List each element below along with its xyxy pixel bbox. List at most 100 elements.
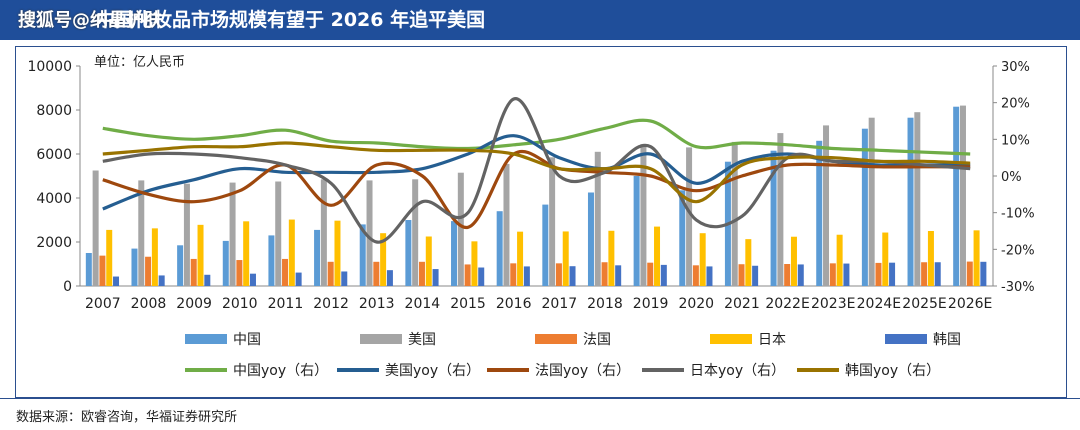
bar-2012-3 xyxy=(334,220,341,286)
bar-2016-2 xyxy=(510,263,517,286)
bar-2020-2 xyxy=(692,265,699,286)
bar-2020-0 xyxy=(679,190,686,286)
bar-2019-2 xyxy=(647,262,654,286)
bar-2009-4 xyxy=(204,274,211,286)
bar-2019-3 xyxy=(654,226,661,286)
bar-2018-1 xyxy=(594,151,601,286)
bar-2007-2 xyxy=(99,255,106,286)
source-note: 数据来源：欧睿咨询，华福证券研究所 xyxy=(16,410,238,425)
bar-2008-1 xyxy=(138,180,145,286)
right-tick-label: 10% xyxy=(1001,133,1030,148)
bar-2011-0 xyxy=(268,235,275,286)
legend-swatch-bar-2 xyxy=(535,334,577,344)
bar-2020-3 xyxy=(699,233,706,286)
bar-2010-3 xyxy=(243,221,250,286)
x-tick-label: 2024E xyxy=(857,296,901,312)
left-tick-label: 2000 xyxy=(36,235,72,251)
bar-2012-2 xyxy=(327,261,334,286)
x-tick-label: 2022E xyxy=(765,296,809,312)
legend-label-line-2: 法国yoy（右） xyxy=(535,363,630,379)
bar-2008-3 xyxy=(151,228,158,286)
legend-label-line-3: 日本yoy（右） xyxy=(690,363,785,379)
watermark: 搜狐号@纳晶护肤 xyxy=(18,10,162,31)
bar-2019-4 xyxy=(660,264,667,286)
bar-2024E-0 xyxy=(861,128,868,286)
bar-2011-4 xyxy=(295,272,302,286)
x-tick-label: 2014 xyxy=(405,296,441,312)
bar-2015-4 xyxy=(478,267,485,286)
right-tick-label: -10% xyxy=(1001,207,1035,222)
bar-2016-3 xyxy=(517,231,524,286)
x-tick-label: 2008 xyxy=(131,296,167,312)
bar-2019-1 xyxy=(640,144,647,286)
bar-2024E-1 xyxy=(868,117,875,286)
bar-2009-0 xyxy=(177,245,184,286)
bar-2026E-1 xyxy=(959,105,966,286)
bar-2021-2 xyxy=(738,264,745,286)
bar-2021-1 xyxy=(731,141,738,286)
legend-label-bar-2: 法国 xyxy=(583,332,611,348)
bar-2011-2 xyxy=(282,258,289,286)
x-tick-label: 2013 xyxy=(359,296,395,312)
bar-2007-3 xyxy=(106,229,113,286)
bar-2020-4 xyxy=(706,266,713,286)
bar-2026E-2 xyxy=(966,261,973,286)
legend-swatch-bar-0 xyxy=(185,334,227,344)
bar-2010-0 xyxy=(222,240,229,286)
bar-2014-4 xyxy=(432,269,439,286)
bar-2023E-0 xyxy=(816,140,823,286)
bar-2011-3 xyxy=(288,219,295,286)
bar-2017-1 xyxy=(549,157,556,286)
bar-2009-1 xyxy=(183,183,190,286)
chart-frame xyxy=(15,46,1067,398)
legend-label-bar-0: 中国 xyxy=(233,332,261,348)
left-tick-label: 0 xyxy=(63,279,72,295)
bar-2016-0 xyxy=(496,211,503,286)
x-tick-label: 2019 xyxy=(633,296,669,312)
bar-2014-2 xyxy=(418,261,425,286)
right-tick-label: 20% xyxy=(1001,97,1030,112)
yoy-line-0 xyxy=(102,118,971,156)
right-tick-label: -20% xyxy=(1001,243,1035,258)
bar-2012-4 xyxy=(341,271,348,286)
bar-2023E-4 xyxy=(843,263,850,286)
bar-2007-4 xyxy=(113,276,120,286)
legend-swatch-bar-3 xyxy=(710,334,752,344)
bar-2021-3 xyxy=(745,239,752,286)
legend-label-bar-1: 美国 xyxy=(408,332,436,348)
x-tick-label: 2020 xyxy=(678,296,714,312)
x-tick-label: 2018 xyxy=(587,296,623,312)
bar-2017-2 xyxy=(555,263,562,286)
bar-2013-2 xyxy=(373,261,380,286)
bar-2025E-1 xyxy=(914,112,921,286)
bar-2007-0 xyxy=(85,253,92,286)
unit-label: 单位：亿人民币 xyxy=(94,55,185,70)
bar-2018-4 xyxy=(615,265,622,286)
left-tick-label: 4000 xyxy=(36,191,72,207)
left-tick-label: 10000 xyxy=(27,59,72,75)
bar-2017-4 xyxy=(569,266,576,286)
title-bar: 搜狐号@纳晶护肤 中国化妆品市场规模有望于 2026 年追平美国 xyxy=(0,0,1080,40)
bar-2015-1 xyxy=(457,172,464,286)
yoy-line-2 xyxy=(102,150,971,229)
legend-swatch-bar-4 xyxy=(885,334,927,344)
x-tick-label: 2012 xyxy=(313,296,349,312)
bar-2017-3 xyxy=(562,231,569,286)
bar-2013-1 xyxy=(366,180,373,286)
bar-2022E-2 xyxy=(784,264,791,286)
right-tick-label: 30% xyxy=(1001,60,1030,75)
bar-2025E-4 xyxy=(934,262,941,286)
bar-2011-1 xyxy=(275,181,282,286)
bar-2023E-3 xyxy=(836,234,843,286)
bar-2024E-3 xyxy=(882,232,889,286)
bar-2023E-1 xyxy=(823,125,830,287)
bar-2017-0 xyxy=(542,204,549,286)
bar-2022E-0 xyxy=(770,150,777,286)
legend-label-bar-3: 日本 xyxy=(758,332,786,348)
bar-2025E-3 xyxy=(927,231,934,286)
bar-2007-1 xyxy=(92,170,99,286)
x-tick-label: 2025E xyxy=(902,296,946,312)
bar-2023E-2 xyxy=(829,263,836,286)
bar-2024E-2 xyxy=(875,262,882,286)
